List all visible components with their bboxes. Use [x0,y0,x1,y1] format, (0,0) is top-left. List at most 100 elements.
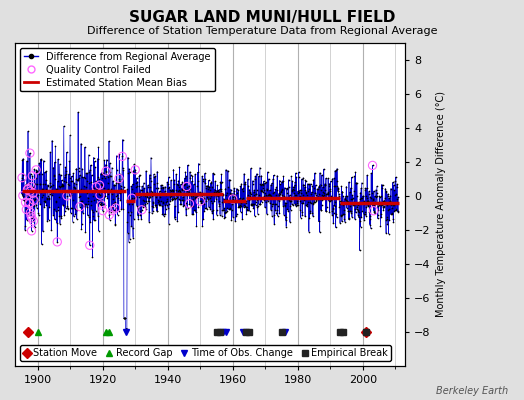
Point [279,202,287,209]
Point [60,178,68,184]
Point [272,196,281,202]
Point [146,175,154,181]
Point [263,211,271,217]
Point [389,179,397,186]
Point [355,209,364,215]
Point [357,214,366,220]
Point [220,196,228,202]
Point [98,182,106,188]
Point [23,186,31,193]
Point [86,167,94,173]
Point [108,191,116,198]
Point [368,199,376,205]
Point [203,183,211,189]
Point [205,204,213,210]
Point [232,196,240,202]
Point [380,204,388,211]
Point [170,177,179,183]
Point [316,207,325,213]
Point [163,198,172,204]
Point [296,187,304,194]
Point [261,199,270,206]
Point [329,220,337,226]
Point [58,182,66,188]
Point [22,206,30,213]
Point [382,230,390,236]
Point [108,164,116,171]
Point [228,199,236,205]
Point [319,188,327,195]
Point [109,201,117,208]
Point [359,199,367,205]
Point [281,217,290,223]
Point [184,190,192,196]
Point [125,201,134,207]
Point [218,213,226,219]
Point [229,193,237,200]
Point [346,185,355,191]
Point [303,201,311,208]
Point [23,186,31,193]
Point [368,203,377,210]
Point [361,208,369,215]
Point [319,190,328,196]
Point [352,209,360,216]
Point [213,182,222,189]
Point [212,192,221,198]
Point [224,206,233,213]
Point [96,198,104,204]
Point [227,216,236,223]
Point [290,182,299,188]
Point [216,211,224,218]
Point [299,200,308,206]
Point [39,192,47,198]
Point [315,183,324,189]
Point [120,315,128,322]
Point [334,188,342,194]
Point [279,177,287,184]
Point [209,206,217,213]
Point [48,138,56,144]
Point [106,173,115,179]
Point [328,212,336,218]
Point [183,192,191,198]
Point [128,225,137,231]
Point [194,160,203,167]
Point [359,193,367,200]
Point [312,192,320,198]
Point [147,193,156,199]
Point [114,194,123,201]
Point [193,194,201,200]
Point [219,198,227,205]
Point [357,185,365,191]
Point [385,217,394,224]
Point [40,198,48,205]
Point [384,206,392,213]
Point [101,192,110,199]
Point [55,213,63,219]
Point [351,216,359,222]
Point [231,193,239,199]
Point [226,190,235,197]
Point [45,196,53,203]
Point [68,173,76,180]
Point [271,201,280,208]
Point [294,169,303,175]
Point [326,178,335,184]
Point [222,196,231,202]
Point [318,197,326,203]
Point [326,198,334,204]
Point [261,194,270,200]
Point [383,216,391,222]
Point [258,188,266,194]
Point [336,213,345,219]
Point [149,208,157,214]
Point [54,156,62,162]
Point [213,189,222,196]
Point [63,206,72,212]
Point [34,198,42,204]
Point [182,212,190,219]
Point [253,196,261,203]
Point [71,186,79,193]
Point [137,192,146,198]
